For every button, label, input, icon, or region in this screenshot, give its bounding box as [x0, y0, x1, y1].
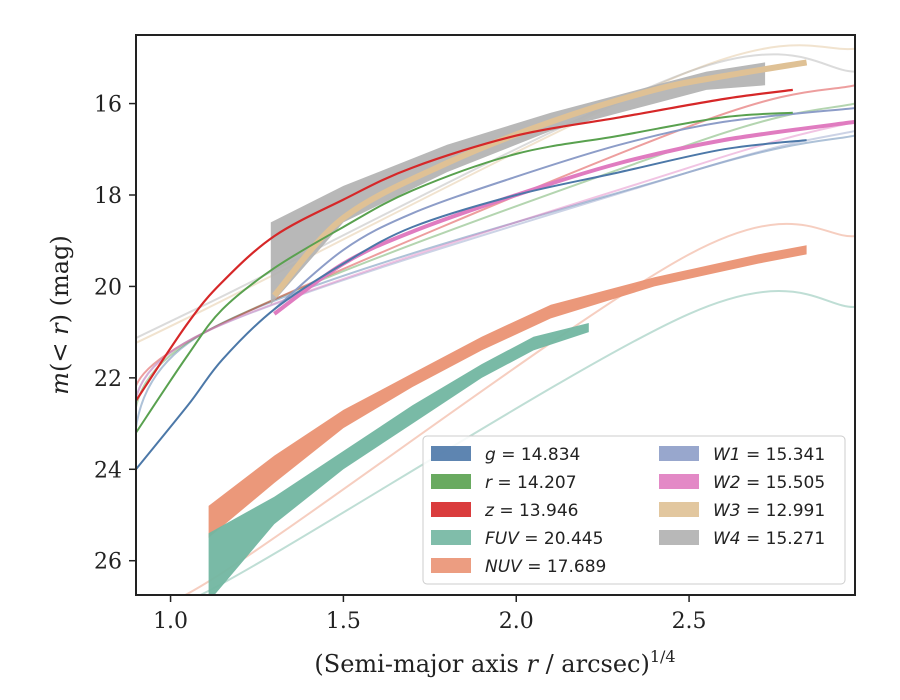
- y-tick-label: 24: [94, 458, 122, 483]
- legend-label-nuv: NUV = 17.689: [485, 557, 606, 577]
- series-g: [136, 139, 807, 470]
- legend-swatch-z: [431, 502, 471, 517]
- series-w3-extension: [136, 44, 855, 344]
- plot-area: [136, 44, 855, 595]
- legend-box: [422, 435, 846, 585]
- y-tick-label: 20: [94, 275, 122, 300]
- x-tick-label: 2.5: [672, 609, 707, 634]
- series-g-extension: [136, 134, 855, 436]
- legend-swatch-w3: [659, 502, 699, 517]
- x-tick-label: 1.0: [153, 609, 188, 634]
- legend-label-w2: W2 = 15.505: [713, 473, 825, 493]
- series-w3: [272, 59, 808, 298]
- x-tick-label: 2.0: [499, 609, 534, 634]
- legend: g = 14.834 r = 14.207 z = 13.946 FUV = 20.4…: [422, 435, 846, 585]
- series-w1-extension: [136, 129, 855, 403]
- legend-swatch-nuv: [431, 558, 471, 573]
- plot-frame: [135, 34, 856, 596]
- legend-swatch-w2: [659, 474, 699, 489]
- legend-label-g: g = 14.834: [485, 445, 580, 465]
- legend-swatch-w1: [659, 446, 699, 461]
- series-fuv-extension: [198, 290, 855, 595]
- axis-ticks: 1.0 1.5 2.0 2.5 16 18 20 22 24 26: [94, 93, 707, 634]
- series-w2-extension: [136, 120, 855, 403]
- legend-label-w4: W4 = 15.271: [713, 529, 825, 549]
- y-tick-label: 22: [94, 367, 122, 392]
- y-axis-title: m(< r) (mag): [46, 235, 74, 395]
- x-axis-title: (Semi-major axis r / arcsec)1/4: [314, 647, 675, 678]
- legend-swatch-fuv: [431, 530, 471, 545]
- legend-label-fuv: FUV = 20.445: [485, 529, 603, 549]
- legend-label-w3: W3 = 12.991: [713, 501, 825, 521]
- x-tick-label: 1.5: [326, 609, 361, 634]
- legend-label-w1: W1 = 15.341: [713, 445, 825, 465]
- series-r: [136, 111, 793, 434]
- legend-swatch-w4: [659, 530, 699, 545]
- legend-label-z: z = 13.946: [484, 501, 578, 521]
- y-tick-label: 16: [94, 93, 122, 118]
- legend-swatch-g: [431, 446, 471, 461]
- y-tick-label: 26: [94, 550, 122, 575]
- series-z: [136, 88, 793, 402]
- series-w1: [273, 107, 855, 311]
- legend-label-r: r = 14.207: [485, 473, 577, 493]
- y-tick-label: 18: [94, 184, 122, 209]
- series-w4: [270, 62, 766, 305]
- series-r-extension: [136, 102, 855, 412]
- legend-swatch-r: [431, 474, 471, 489]
